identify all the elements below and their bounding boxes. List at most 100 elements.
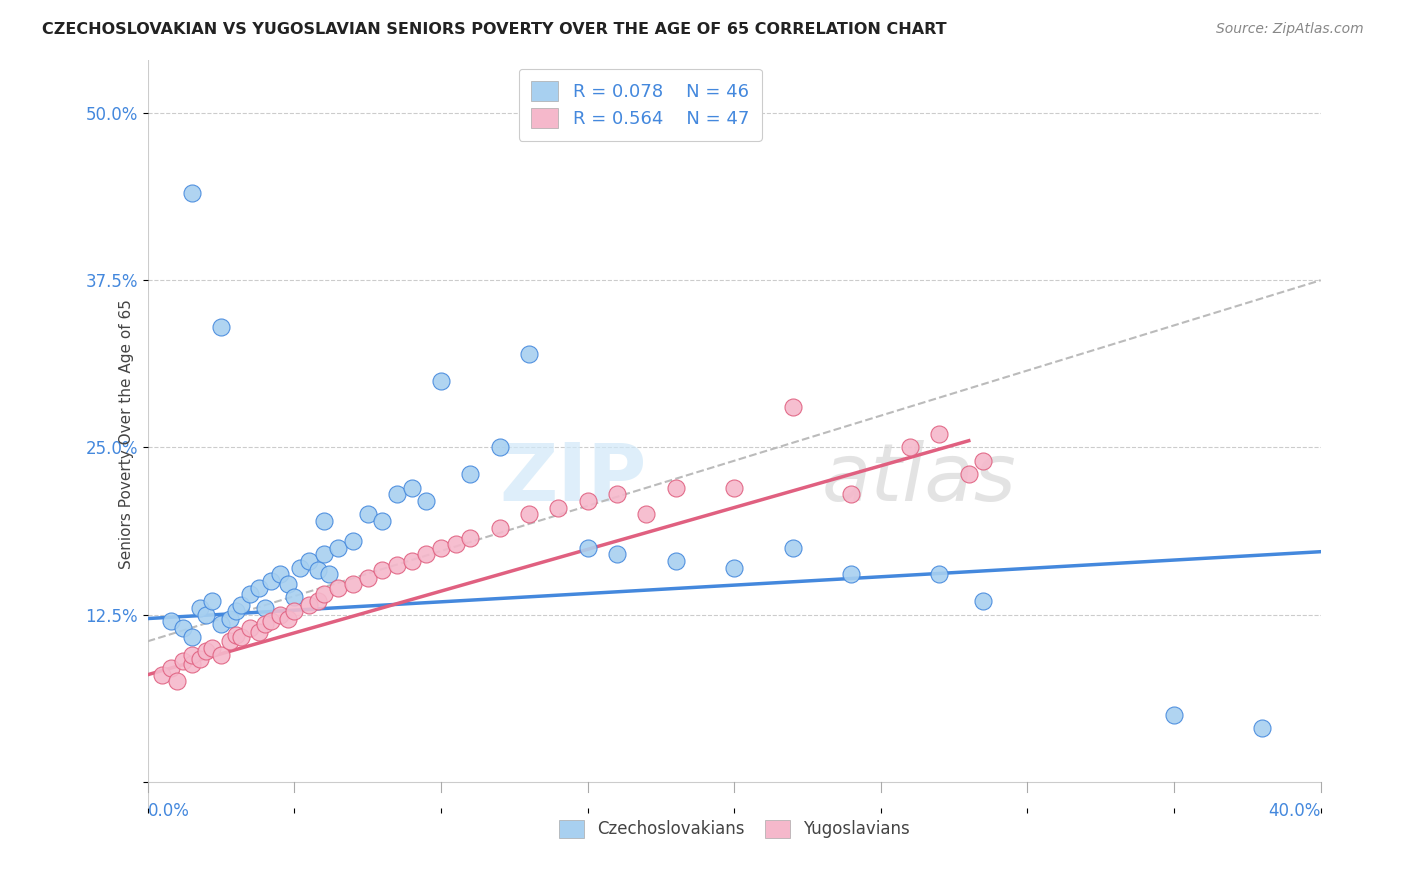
Point xyxy=(239,587,262,601)
Point xyxy=(606,487,628,501)
Point xyxy=(277,611,299,625)
Point xyxy=(180,186,202,201)
Point xyxy=(201,594,224,608)
Point xyxy=(664,481,686,495)
Point xyxy=(444,536,467,550)
Point xyxy=(218,634,240,648)
Point xyxy=(841,567,863,582)
Point xyxy=(898,441,921,455)
Point xyxy=(231,598,253,612)
Point xyxy=(180,630,202,644)
Point xyxy=(247,624,270,639)
Point xyxy=(180,657,202,671)
Point xyxy=(576,541,599,555)
Point xyxy=(225,627,247,641)
Point xyxy=(664,554,686,568)
Point xyxy=(318,567,340,582)
Text: Source: ZipAtlas.com: Source: ZipAtlas.com xyxy=(1216,22,1364,37)
Point xyxy=(1251,721,1274,735)
Point xyxy=(209,320,232,334)
Point xyxy=(190,600,212,615)
Point xyxy=(606,547,628,561)
Point xyxy=(253,616,276,631)
Legend: Czechoslovakians, Yugoslavians: Czechoslovakians, Yugoslavians xyxy=(553,813,917,845)
Point xyxy=(312,587,335,601)
Point xyxy=(385,558,408,572)
Point xyxy=(231,630,253,644)
Point xyxy=(150,667,173,681)
Point xyxy=(458,532,481,546)
Point xyxy=(356,571,378,585)
Text: 40.0%: 40.0% xyxy=(1268,802,1320,820)
Point xyxy=(957,467,980,482)
Point xyxy=(288,560,311,574)
Point xyxy=(195,643,218,657)
Point xyxy=(260,614,283,628)
Point xyxy=(260,574,283,588)
Point xyxy=(298,598,321,612)
Point xyxy=(190,651,212,665)
Point xyxy=(328,581,350,595)
Point xyxy=(160,661,183,675)
Point xyxy=(277,576,299,591)
Point xyxy=(172,621,194,635)
Point xyxy=(172,654,194,668)
Point xyxy=(239,621,262,635)
Point xyxy=(782,541,804,555)
Text: atlas: atlas xyxy=(823,440,1017,518)
Point xyxy=(488,441,510,455)
Point xyxy=(312,547,335,561)
Point xyxy=(283,590,305,604)
Point xyxy=(209,648,232,662)
Point xyxy=(972,454,994,468)
Point xyxy=(636,508,658,522)
Point xyxy=(160,614,183,628)
Point xyxy=(342,576,364,591)
Point xyxy=(517,508,540,522)
Point xyxy=(458,467,481,482)
Point xyxy=(307,594,329,608)
Point xyxy=(180,648,202,662)
Point xyxy=(298,554,321,568)
Point xyxy=(269,567,291,582)
Point xyxy=(401,481,423,495)
Point xyxy=(356,508,378,522)
Point xyxy=(430,374,453,388)
Y-axis label: Seniors Poverty Over the Age of 65: Seniors Poverty Over the Age of 65 xyxy=(118,299,134,569)
Point xyxy=(328,541,350,555)
Point xyxy=(928,567,950,582)
Point xyxy=(723,481,745,495)
Text: 0.0%: 0.0% xyxy=(148,802,190,820)
Point xyxy=(307,563,329,577)
Point xyxy=(517,347,540,361)
Point xyxy=(547,500,569,515)
Point xyxy=(401,554,423,568)
Point xyxy=(415,494,437,508)
Point xyxy=(225,603,247,617)
Point xyxy=(195,607,218,622)
Point xyxy=(371,514,394,528)
Point xyxy=(723,560,745,574)
Point xyxy=(385,487,408,501)
Point xyxy=(488,521,510,535)
Point xyxy=(247,581,270,595)
Point xyxy=(972,594,994,608)
Point xyxy=(1163,707,1185,722)
Point xyxy=(371,563,394,577)
Point xyxy=(253,600,276,615)
Point xyxy=(342,534,364,549)
Point xyxy=(782,401,804,415)
Text: ZIP: ZIP xyxy=(499,440,647,518)
Point xyxy=(283,603,305,617)
Point xyxy=(166,674,188,689)
Point xyxy=(218,611,240,625)
Point xyxy=(312,514,335,528)
Point xyxy=(430,541,453,555)
Point xyxy=(209,616,232,631)
Point xyxy=(415,547,437,561)
Point xyxy=(269,607,291,622)
Point xyxy=(928,427,950,442)
Text: CZECHOSLOVAKIAN VS YUGOSLAVIAN SENIORS POVERTY OVER THE AGE OF 65 CORRELATION CH: CZECHOSLOVAKIAN VS YUGOSLAVIAN SENIORS P… xyxy=(42,22,946,37)
Point xyxy=(201,640,224,655)
Point xyxy=(576,494,599,508)
